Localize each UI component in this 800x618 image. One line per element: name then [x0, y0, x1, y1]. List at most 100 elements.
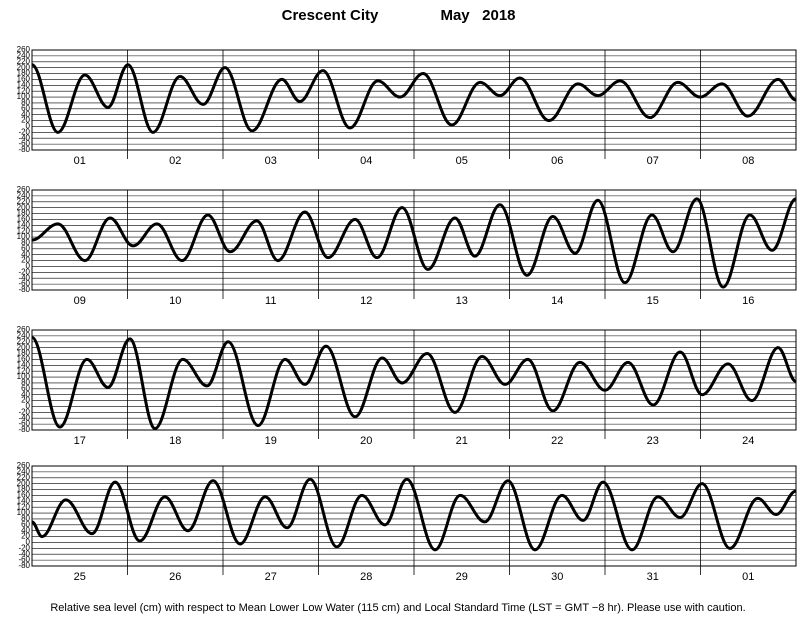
y-tick-label: 200	[17, 479, 31, 488]
y-tick-label: 120	[17, 366, 31, 375]
y-tick-label: 160	[17, 215, 31, 224]
y-tick-label: -60	[18, 139, 30, 148]
y-tick-label: 260	[17, 461, 31, 470]
y-tick-label: -80	[18, 561, 30, 570]
day-label: 01	[74, 155, 86, 167]
y-tick-label: -20	[18, 407, 30, 416]
y-tick-label: 200	[17, 63, 31, 72]
day-label: 11	[265, 295, 276, 307]
y-tick-label: 60	[21, 520, 30, 529]
y-tick-label: -40	[18, 273, 30, 282]
day-label: 09	[74, 295, 86, 307]
y-tick-label: 0	[26, 402, 31, 411]
y-tick-label: 40	[21, 110, 30, 119]
y-tick-label: 180	[17, 209, 31, 218]
day-label: 24	[742, 435, 754, 447]
y-tick-label: 40	[21, 390, 30, 399]
y-tick-label: -20	[18, 267, 30, 276]
y-tick-label: 20	[21, 116, 30, 125]
y-tick-label: 100	[17, 372, 31, 381]
y-tick-label: 180	[17, 485, 31, 494]
y-tick-label: 200	[17, 343, 31, 352]
y-tick-label: 220	[17, 57, 31, 66]
day-label: 26	[169, 571, 181, 583]
day-label: 06	[551, 155, 563, 167]
y-tick-label: 240	[17, 191, 31, 200]
y-tick-label: 180	[17, 69, 31, 78]
day-label: 01	[742, 571, 754, 583]
y-tick-label: 120	[17, 226, 31, 235]
day-label: 17	[74, 435, 86, 447]
y-tick-label: -60	[18, 555, 30, 564]
y-tick-label: -20	[18, 543, 30, 552]
y-tick-label: 40	[21, 526, 30, 535]
day-label: 22	[551, 435, 563, 447]
y-tick-label: -80	[18, 425, 30, 434]
y-tick-label: 0	[26, 122, 31, 131]
day-label: 21	[456, 435, 468, 447]
y-tick-label: -80	[18, 285, 30, 294]
y-tick-label: 20	[21, 256, 30, 265]
day-label: 27	[265, 571, 277, 583]
title: Crescent City	[282, 7, 379, 24]
y-tick-label: 220	[17, 337, 31, 346]
day-label: 04	[360, 155, 372, 167]
day-label: 07	[647, 155, 659, 167]
day-label: 25	[74, 571, 86, 583]
y-tick-label: 140	[17, 496, 31, 505]
y-tick-label: -80	[18, 145, 30, 154]
plot-frame	[31, 465, 797, 567]
day-label: 18	[169, 435, 181, 447]
day-label: 16	[742, 295, 754, 307]
day-label: 31	[647, 571, 659, 583]
day-label: 19	[265, 435, 277, 447]
day-label: 03	[265, 155, 277, 167]
day-label: 29	[456, 571, 468, 583]
y-tick-label: -40	[18, 549, 30, 558]
y-tick-label: 240	[17, 331, 31, 340]
y-tick-label: 260	[17, 45, 31, 54]
y-tick-label: 100	[17, 92, 31, 101]
tide-line	[30, 335, 797, 431]
y-tick-label: 120	[17, 86, 31, 95]
y-tick-label: 60	[21, 244, 30, 253]
y-tick-label: 100	[17, 508, 31, 517]
y-tick-label: 140	[17, 360, 31, 369]
day-label: 12	[360, 295, 372, 307]
y-tick-label: 140	[17, 220, 31, 229]
y-tick-label: 40	[21, 250, 30, 259]
y-tick-label: 120	[17, 502, 31, 511]
y-tick-label: 80	[21, 514, 30, 523]
day-label: 28	[360, 571, 372, 583]
y-tick-label: 0	[26, 538, 31, 547]
day-label: 15	[647, 295, 659, 307]
caption: Relative sea level (cm) with respect to …	[50, 602, 745, 614]
y-tick-label: 80	[21, 98, 30, 107]
day-label: 02	[169, 155, 181, 167]
y-tick-label: 140	[17, 80, 31, 89]
date: May 2018	[440, 7, 515, 24]
y-tick-label: 20	[21, 396, 30, 405]
y-tick-label: 160	[17, 75, 31, 84]
day-label: 05	[456, 155, 468, 167]
y-tick-label: 80	[21, 238, 30, 247]
day-label: 10	[169, 295, 181, 307]
y-tick-label: -20	[18, 127, 30, 136]
y-tick-label: -60	[18, 279, 30, 288]
y-tick-label: 200	[17, 203, 31, 212]
day-label: 14	[551, 295, 563, 307]
y-tick-label: -40	[18, 413, 30, 422]
y-tick-label: -60	[18, 419, 30, 428]
y-tick-label: 160	[17, 491, 31, 500]
y-tick-label: 180	[17, 349, 31, 358]
tide-line	[31, 477, 797, 552]
y-tick-label: -40	[18, 133, 30, 142]
y-tick-label: 160	[17, 355, 31, 364]
tide-line	[31, 63, 797, 134]
y-tick-label: 240	[17, 51, 31, 60]
day-label: 08	[742, 155, 754, 167]
y-tick-label: 260	[17, 185, 31, 194]
day-label: 20	[360, 435, 372, 447]
day-label: 13	[456, 295, 468, 307]
y-tick-label: 20	[21, 532, 30, 541]
